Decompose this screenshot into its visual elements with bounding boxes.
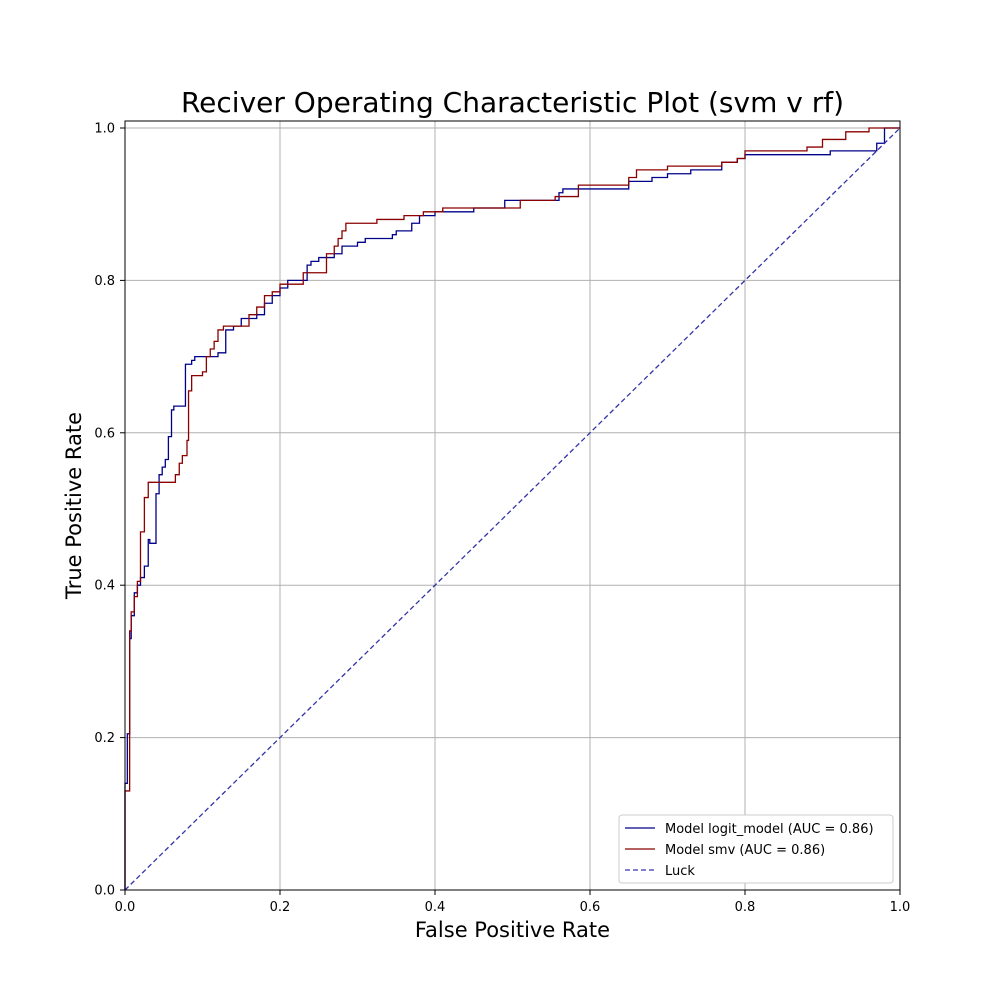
grid (124, 121, 901, 891)
ticks: 0.0 0.2 0.4 0.6 0.8 1.0 0.0 0.2 0.4 0.6 0.8 1.0 (94, 122, 910, 916)
series-line-2 (124, 127, 900, 890)
x-tick-label: 0.6 (580, 900, 601, 915)
y-tick-label: 0.8 (94, 274, 115, 289)
x-tick-label: 0.8 (735, 900, 756, 915)
legend-label-1: Model logit_model (AUC = 0.86) (665, 822, 874, 837)
plot-frame (124, 120, 901, 891)
x-tick-label: 0.0 (115, 900, 136, 915)
x-tick-label: 0.4 (425, 900, 446, 915)
y-tick-label: 0.0 (94, 884, 115, 899)
y-tick-label: 1.0 (94, 122, 115, 137)
y-tick-label: 0.6 (94, 426, 115, 441)
legend: Model logit_model (AUC = 0.86) Model smv … (618, 814, 894, 884)
x-tick-label: 0.2 (270, 900, 291, 915)
legend-label-2: Model smv (AUC = 0.86) (665, 843, 825, 858)
y-tick-label: 0.4 (94, 579, 115, 594)
x-tick-label: 1.0 (890, 900, 911, 915)
legend-label-3: Luck (665, 864, 695, 879)
legend-box (618, 814, 894, 884)
x-axis-label: False Positive Rate (415, 918, 610, 942)
series-line-1 (124, 127, 900, 890)
series-line-3 (124, 127, 901, 891)
y-axis-label: True Positive Rate (62, 412, 86, 600)
plot-lines (124, 127, 901, 891)
chart-title: Reciver Operating Characteristic Plot (s… (181, 86, 844, 119)
y-tick-label: 0.2 (94, 731, 115, 746)
